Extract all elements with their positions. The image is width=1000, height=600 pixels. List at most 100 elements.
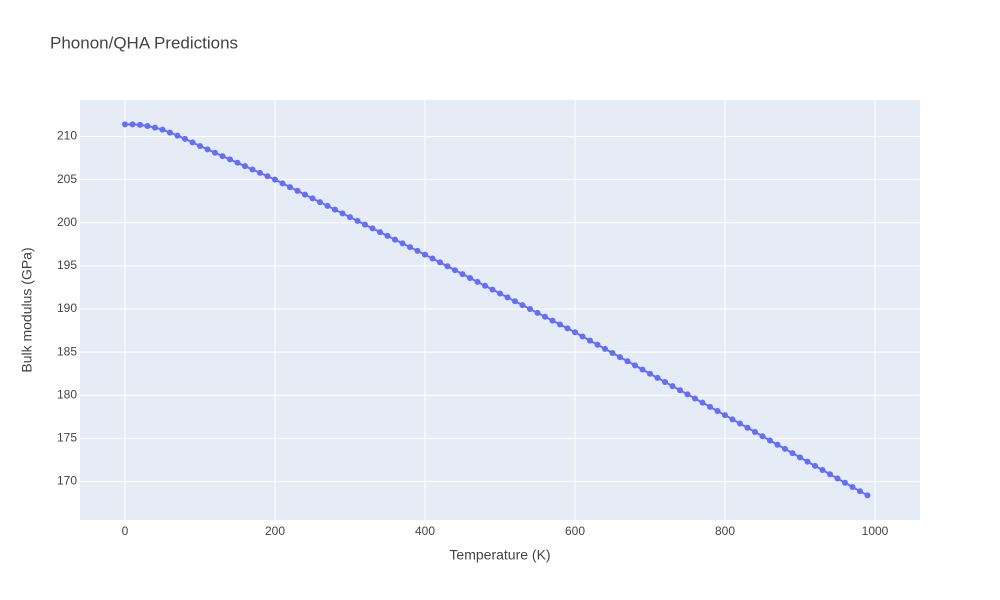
data-point	[167, 129, 173, 136]
data-point	[759, 433, 766, 440]
data-point	[287, 184, 293, 191]
data-point	[159, 126, 166, 133]
data-point	[174, 132, 181, 139]
data-point	[422, 251, 428, 258]
data-point	[122, 121, 128, 128]
x-tick-label: 800	[715, 524, 735, 538]
y-tick-label: 170	[57, 474, 77, 488]
data-point	[332, 206, 338, 213]
data-point	[219, 153, 226, 160]
y-axis-title: Bulk modulus (GPa)	[19, 247, 35, 372]
data-point	[302, 191, 308, 198]
x-tick-label: 1000	[862, 524, 889, 538]
data-point	[752, 429, 758, 436]
data-point	[857, 488, 863, 495]
data-point	[324, 202, 331, 209]
data-point	[527, 306, 533, 313]
data-point	[677, 387, 683, 394]
grid	[80, 100, 920, 520]
data-point	[309, 195, 316, 202]
data-point	[647, 370, 653, 377]
data-point	[362, 221, 368, 228]
data-point	[144, 122, 151, 129]
data-point	[594, 341, 601, 348]
x-tick-label: 0	[122, 524, 129, 538]
data-point	[692, 395, 698, 402]
plot-area	[80, 100, 920, 520]
data-point	[617, 354, 623, 361]
marks	[122, 121, 871, 499]
data-point	[444, 263, 451, 270]
data-point	[272, 176, 278, 183]
data-point	[407, 244, 413, 251]
data-point	[729, 416, 736, 423]
y-tick-label: 210	[57, 129, 77, 143]
data-point	[429, 255, 436, 262]
data-point	[834, 475, 841, 482]
data-point	[542, 313, 548, 320]
y-tick-label: 190	[57, 301, 77, 315]
data-point	[714, 407, 721, 414]
data-point	[279, 180, 286, 187]
data-point	[797, 454, 803, 461]
data-point	[609, 350, 616, 357]
data-point	[519, 302, 526, 309]
data-point	[392, 236, 398, 243]
data-point	[602, 345, 608, 352]
data-point	[512, 298, 518, 305]
y-tick-label: 180	[57, 387, 77, 401]
data-point	[662, 378, 668, 385]
data-point	[842, 479, 848, 486]
data-point	[812, 462, 818, 469]
data-point	[467, 274, 473, 281]
data-point	[774, 441, 781, 448]
data-point	[572, 329, 578, 336]
y-tick-label: 175	[57, 431, 77, 445]
data-point	[369, 225, 376, 232]
data-point	[459, 271, 466, 278]
data-point	[549, 317, 556, 324]
data-point	[189, 139, 196, 146]
data-point	[242, 163, 248, 170]
x-tick-label: 200	[265, 524, 285, 538]
data-point	[137, 121, 143, 128]
data-point	[579, 333, 586, 340]
data-point	[414, 247, 421, 254]
data-point	[804, 458, 811, 465]
data-point	[624, 358, 631, 365]
data-point	[669, 383, 676, 390]
data-point	[204, 146, 211, 153]
data-point	[632, 362, 638, 369]
data-point	[437, 259, 443, 266]
data-point	[557, 321, 563, 328]
data-point	[347, 214, 353, 221]
data-point	[699, 399, 706, 406]
data-point	[482, 282, 488, 289]
data-point	[639, 366, 646, 373]
data-point	[782, 445, 788, 452]
data-point	[227, 156, 233, 163]
data-point	[294, 187, 301, 194]
y-tick-label: 205	[57, 172, 77, 186]
data-point	[497, 290, 503, 297]
data-point	[264, 173, 271, 180]
data-point	[152, 124, 158, 131]
data-point	[789, 450, 796, 457]
data-point	[744, 424, 751, 431]
data-point	[587, 337, 593, 344]
data-point	[317, 199, 323, 206]
data-point	[864, 492, 871, 499]
data-point	[564, 325, 571, 332]
data-point	[504, 294, 511, 301]
data-point	[339, 210, 346, 217]
data-point	[384, 232, 391, 239]
data-point	[534, 309, 541, 316]
data-point	[737, 420, 743, 427]
data-point	[182, 135, 188, 142]
y-tick-label: 200	[57, 215, 77, 229]
data-point	[827, 471, 833, 478]
data-point	[489, 286, 496, 293]
data-point	[257, 169, 263, 176]
data-point	[377, 229, 383, 236]
